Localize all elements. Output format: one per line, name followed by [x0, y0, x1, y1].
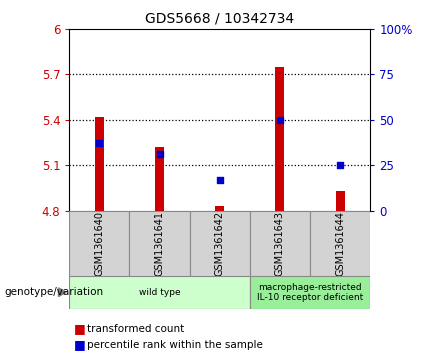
Text: GSM1361640: GSM1361640 — [94, 211, 104, 276]
Text: wild type: wild type — [139, 288, 181, 297]
Bar — [250, 276, 370, 309]
Bar — [129, 211, 190, 276]
Bar — [69, 276, 250, 309]
Text: macrophage-restricted
IL-10 receptor deficient: macrophage-restricted IL-10 receptor def… — [257, 282, 363, 302]
Bar — [250, 211, 310, 276]
Text: GSM1361643: GSM1361643 — [275, 211, 285, 276]
Point — [336, 162, 343, 168]
Text: percentile rank within the sample: percentile rank within the sample — [87, 340, 262, 350]
Point — [156, 151, 163, 157]
Bar — [95, 117, 104, 211]
Polygon shape — [58, 288, 66, 297]
Bar — [215, 206, 224, 211]
Text: ■: ■ — [74, 338, 85, 351]
Text: ■: ■ — [74, 322, 85, 335]
Bar — [190, 211, 250, 276]
Bar — [69, 211, 129, 276]
Text: transformed count: transformed count — [87, 323, 184, 334]
Bar — [155, 147, 164, 211]
Text: GSM1361644: GSM1361644 — [335, 211, 345, 276]
Bar — [275, 67, 284, 211]
Point — [276, 117, 283, 123]
Text: GSM1361642: GSM1361642 — [215, 211, 225, 276]
Text: genotype/variation: genotype/variation — [4, 287, 103, 297]
Title: GDS5668 / 10342734: GDS5668 / 10342734 — [145, 11, 294, 25]
Bar — [310, 211, 370, 276]
Bar — [336, 191, 345, 211]
Point — [216, 177, 223, 183]
Point — [96, 140, 103, 146]
Text: GSM1361641: GSM1361641 — [155, 211, 165, 276]
